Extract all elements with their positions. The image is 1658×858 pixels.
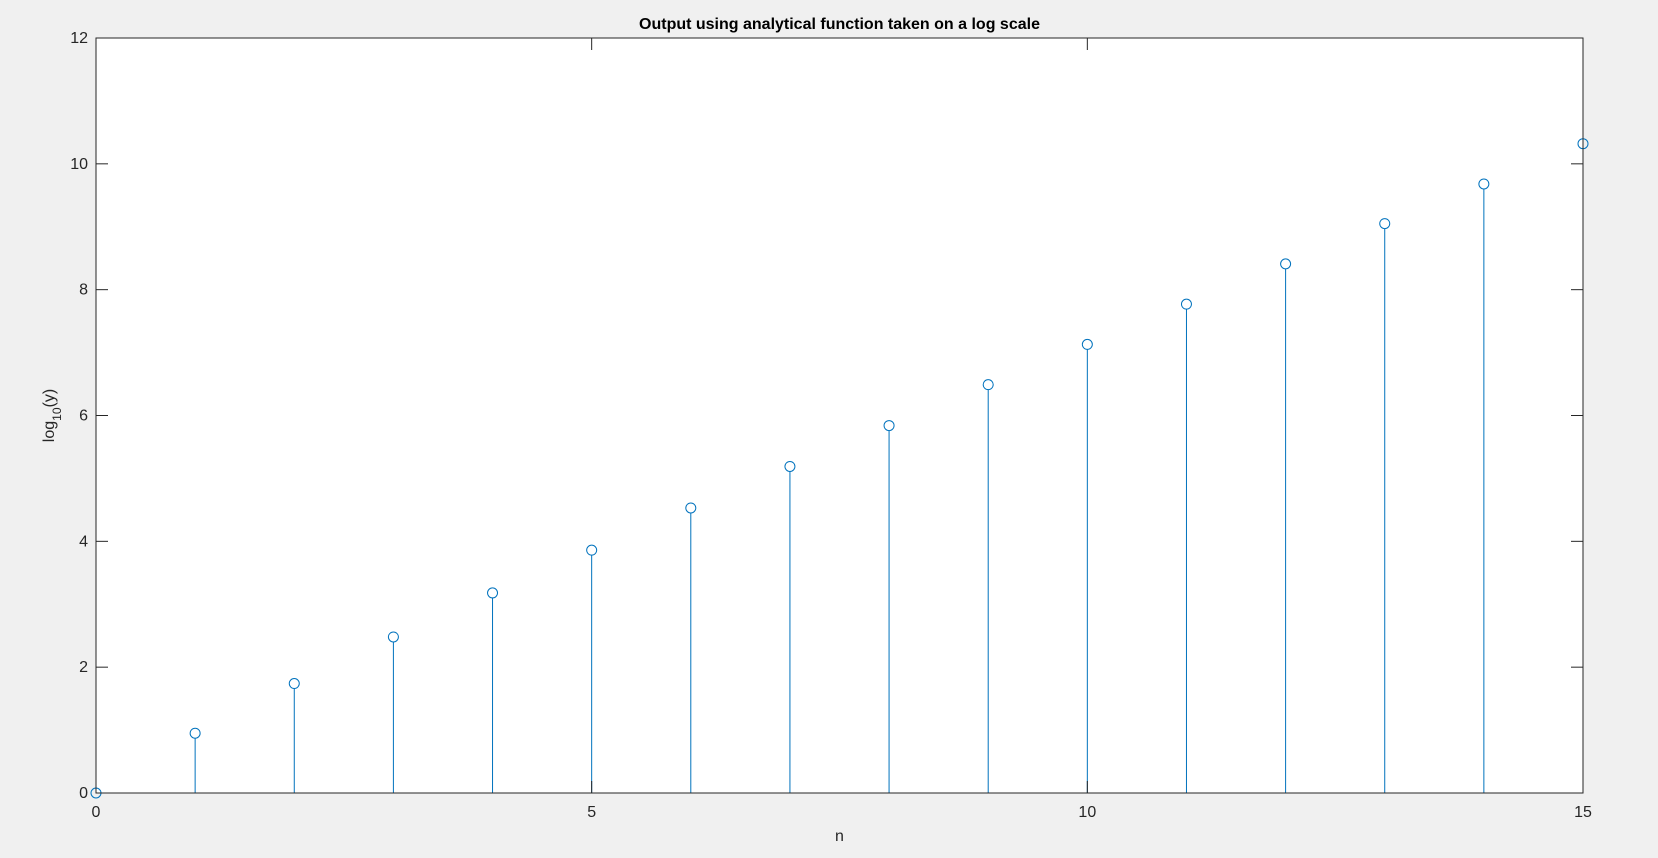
plot-area	[96, 38, 1583, 793]
stem-marker	[288, 678, 300, 690]
y-axis-label-argument: (y)	[41, 389, 58, 408]
x-tick-label: 5	[587, 804, 596, 821]
stem-marker	[189, 727, 201, 739]
y-tick-label: 0	[79, 785, 88, 802]
stem-marker	[1478, 178, 1490, 190]
stem-marker	[883, 420, 895, 432]
y-axis-label-log: log	[41, 421, 58, 442]
axis-tick-labels: 0 5 10 15 0 2 4 6 8 10 12	[70, 30, 1592, 821]
chart-title: Output using analytical function taken o…	[639, 16, 1040, 33]
x-tick-label: 0	[92, 804, 101, 821]
stem-marker	[1280, 258, 1292, 270]
y-tick-label: 2	[79, 659, 88, 676]
y-tick-label: 12	[70, 30, 88, 47]
x-tick-label: 10	[1078, 804, 1096, 821]
stem-marker	[784, 460, 796, 472]
stem-marker	[487, 587, 499, 599]
stem-marker	[685, 502, 697, 514]
stem-marker	[586, 544, 598, 556]
y-tick-label: 4	[79, 533, 88, 550]
stem-marker	[1081, 338, 1093, 350]
stem-marker	[387, 631, 399, 643]
y-tick-label: 10	[70, 156, 88, 173]
stem-marker	[982, 379, 994, 391]
stem-marker	[1180, 298, 1192, 310]
y-axis-label-subscript: 10	[50, 407, 64, 421]
y-axis-label: log10(y)	[41, 389, 64, 442]
y-tick-label: 8	[79, 282, 88, 299]
stem-marker	[1379, 218, 1391, 230]
x-axis-label: n	[835, 828, 844, 845]
x-tick-label: 15	[1574, 804, 1592, 821]
y-tick-label: 6	[79, 408, 88, 425]
axis-ticks	[95, 37, 1584, 794]
